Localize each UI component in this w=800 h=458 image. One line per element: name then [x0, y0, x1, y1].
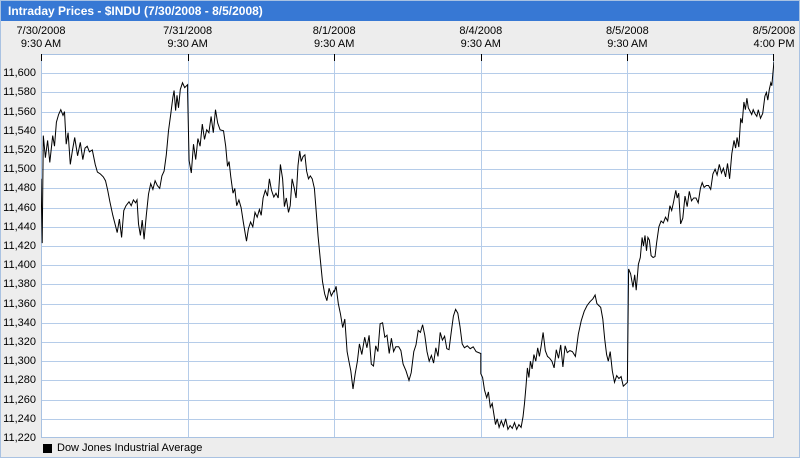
chart-title: Intraday Prices - $INDU (7/30/2008 - 8/5… [8, 4, 263, 18]
y-axis-label: 11,240 [3, 413, 36, 425]
plot-border [41, 54, 774, 438]
legend-swatch [43, 443, 52, 453]
x-axis-label-date: 7/30/2008 [16, 25, 66, 37]
y-axis-label: 11,220 [3, 432, 36, 444]
y-axis-label: 11,500 [3, 163, 36, 175]
plot-area [40, 54, 775, 443]
x-axis-label-date: 8/1/2008 [312, 25, 356, 37]
x-axis-label-date: 8/4/2008 [459, 25, 503, 37]
x-axis-label-date: 8/5/2008 [605, 25, 649, 37]
title-bar: Intraday Prices - $INDU (7/30/2008 - 8/5… [1, 1, 799, 21]
y-axis-label: 11,520 [3, 144, 36, 156]
y-axis-label: 11,300 [3, 355, 36, 367]
y-axis-label: 11,320 [3, 336, 36, 348]
y-axis-label: 11,540 [3, 125, 36, 137]
y-axis-label: 11,480 [3, 182, 36, 194]
x-axis-label: 7/31/2008 9:30 AM [133, 25, 243, 51]
y-axis-label: 11,340 [3, 317, 36, 329]
x-axis-label-time: 9:30 AM [460, 38, 501, 50]
x-axis-label-date: 7/31/2008 [163, 25, 213, 37]
x-axis-label: 8/4/2008 9:30 AM [426, 25, 536, 51]
x-axis-label-time: 9:30 AM [314, 38, 355, 50]
price-chart [40, 54, 775, 438]
x-axis-label-time: 4:00 PM [753, 38, 795, 50]
y-axis-label: 11,380 [3, 278, 36, 290]
x-axis-label-time: 9:30 AM [607, 38, 648, 50]
y-axis-label: 11,560 [3, 106, 36, 118]
x-axis-label: 8/1/2008 9:30 AM [279, 25, 389, 51]
legend-label: Dow Jones Industrial Average [57, 442, 203, 454]
x-axis-label: 7/30/2008 9:30 AM [0, 25, 96, 51]
price-line [40, 61, 775, 431]
y-axis-label: 11,460 [3, 202, 36, 214]
y-axis-label: 11,600 [3, 67, 36, 79]
y-axis-label: 11,420 [3, 240, 36, 252]
y-axis-label: 11,360 [3, 298, 36, 310]
x-axis-label-time: 9:30 AM [167, 38, 208, 50]
x-axis-label-time: 9:30 AM [20, 38, 62, 50]
y-axis-label: 11,580 [3, 86, 36, 98]
x-axis-label-date: 8/5/2008 [752, 25, 796, 37]
y-axis-label: 11,400 [3, 259, 36, 271]
legend: Dow Jones Industrial Average [43, 442, 202, 454]
y-axis-label: 11,440 [3, 221, 36, 233]
y-axis-label: 11,280 [3, 374, 36, 386]
x-axis-label: 8/5/2008 4:00 PM [719, 25, 800, 51]
y-axis-label: 11,260 [3, 394, 36, 406]
x-axis-label: 8/5/2008 9:30 AM [572, 25, 682, 51]
